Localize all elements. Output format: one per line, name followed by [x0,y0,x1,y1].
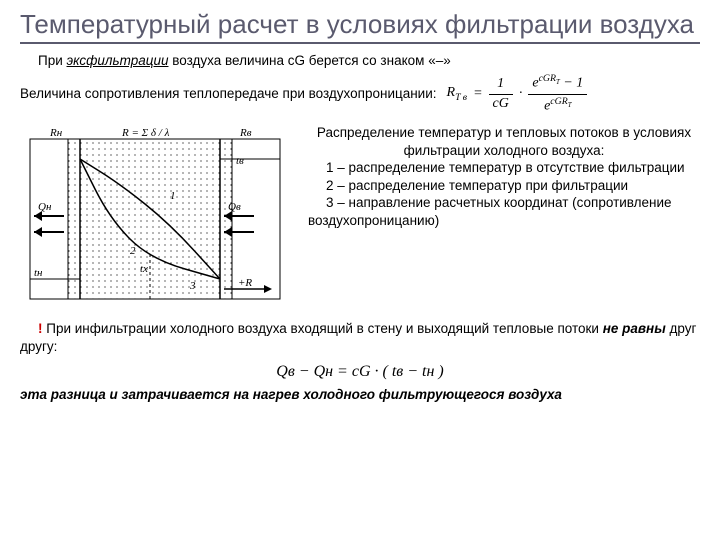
formula-heat-balance: Qв − Qн = cG · ( tв − tн ) [20,363,700,381]
warn-em: не равны [603,321,666,336]
svg-text:+R: +R [238,277,252,289]
svg-text:Rн: Rн [49,127,63,139]
desc-p4: 3 – направление расчетных координат (соп… [308,194,700,229]
svg-text:Qн: Qн [38,201,52,213]
t: − 1 [560,76,583,91]
desc-p1: Распределение температур и тепловых пото… [308,124,700,159]
f1-num: 1 [489,75,513,95]
frac-exp: ecGRT − 1 ecGRT [528,72,587,116]
diagram-figure: Rн R = Σ δ / λ Rв tв tн tx Qн Qв 1 2 3 +R [20,124,290,304]
f-eq: = [473,85,482,104]
f-lhs: R [447,85,456,100]
svg-text:Rв: Rв [239,127,252,139]
t: cGR [550,96,567,107]
t: T [568,102,572,109]
svg-text:2: 2 [130,245,136,257]
formula-resistance: RT в = 1 cG · ecGRT − 1 ecGRT [447,72,588,116]
f-lhs-sub: T в [455,92,467,103]
svg-text:Qв: Qв [228,201,241,213]
txt: При [38,53,67,68]
f2-num: ecGRT − 1 [528,72,587,95]
svg-text:tx: tx [140,263,148,275]
f-dot: · [519,85,523,104]
f2-den: ecGRT [528,95,587,117]
figure-description: Распределение температур и тепловых пото… [308,124,700,304]
svg-text:1: 1 [170,190,176,202]
exfiltration-note: При эксфильтрации воздуха величина cG бе… [20,52,700,70]
svg-text:3: 3 [189,280,196,292]
svg-text:tн: tн [34,267,43,279]
svg-text:R = Σ δ / λ: R = Σ δ / λ [121,127,170,139]
txt: воздуха величина cG берется со знаком «–… [168,53,450,68]
slide-title: Температурный расчет в условиях фильтрац… [20,10,700,44]
desc-p3: 2 – распределение температур при фильтра… [308,177,700,195]
svg-text:tв: tв [236,155,244,167]
infiltration-warning: ! При инфильтрации холодного воздуха вхо… [20,320,700,356]
desc-p2: 1 – распределение температур в отсутстви… [308,159,700,177]
warn-a: При инфильтрации холодного воздуха входя… [43,321,603,336]
frac-1-cg: 1 cG [489,75,513,114]
footer-note: эта разница и затрачивается на нагрев хо… [20,387,700,402]
t: cGR [539,73,556,84]
f1-den: cG [489,95,513,114]
em-exfiltration: эксфильтрации [67,53,169,68]
resistance-label: Величина сопротивления теплопередаче при… [20,85,437,103]
